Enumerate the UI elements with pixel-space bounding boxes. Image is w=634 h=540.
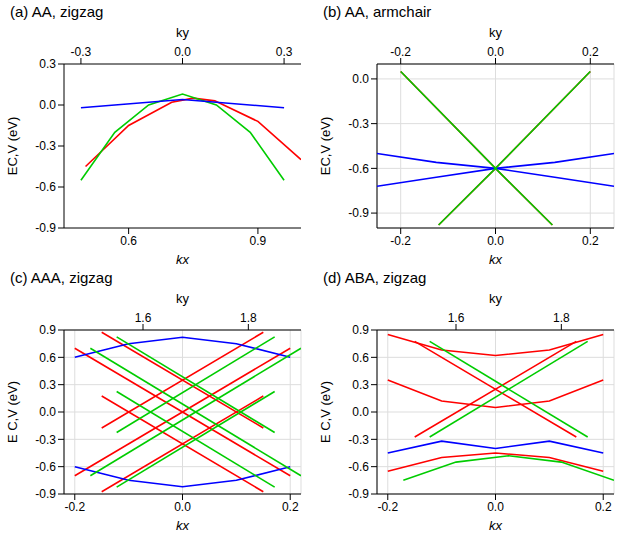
svg-text:0.3: 0.3 <box>39 57 56 71</box>
svg-text:0.0: 0.0 <box>174 500 191 514</box>
svg-text:0.3: 0.3 <box>352 378 369 392</box>
svg-text:-0.3: -0.3 <box>348 433 369 447</box>
svg-text:-0.9: -0.9 <box>348 487 369 501</box>
svg-text:-0.6: -0.6 <box>348 162 369 176</box>
svg-text:-0.2: -0.2 <box>64 500 85 514</box>
svg-text:-0.6: -0.6 <box>348 460 369 474</box>
svg-text:ky: ky <box>489 291 503 306</box>
svg-text:0.0: 0.0 <box>487 45 504 59</box>
svg-text:1.8: 1.8 <box>240 311 257 325</box>
svg-text:EC,V (eV): EC,V (eV) <box>318 117 333 176</box>
svg-text:0.6: 0.6 <box>39 351 56 365</box>
svg-text:0.0: 0.0 <box>487 234 504 248</box>
svg-text:-0.2: -0.2 <box>390 45 411 59</box>
svg-text:0.9: 0.9 <box>39 323 56 337</box>
svg-text:0.0: 0.0 <box>352 72 369 86</box>
svg-text:-0.6: -0.6 <box>35 180 56 194</box>
svg-text:-0.9: -0.9 <box>348 206 369 220</box>
svg-text:-0.6: -0.6 <box>35 460 56 474</box>
svg-text:kx: kx <box>489 252 503 267</box>
svg-text:0.2: 0.2 <box>282 500 299 514</box>
svg-text:0.6: 0.6 <box>120 234 137 248</box>
svg-text:0.6: 0.6 <box>352 351 369 365</box>
svg-text:E C,V (eV): E C,V (eV) <box>318 381 333 443</box>
svg-text:-0.3: -0.3 <box>35 433 56 447</box>
svg-text:1.8: 1.8 <box>553 311 570 325</box>
svg-text:ky: ky <box>176 291 190 306</box>
svg-text:1.6: 1.6 <box>448 311 465 325</box>
html-text:(b) AA, armchair: (b) AA, armchair <box>323 3 432 20</box>
svg-text:-0.2: -0.2 <box>390 234 411 248</box>
svg-text:0.3: 0.3 <box>276 45 293 59</box>
svg-text:-0.3: -0.3 <box>35 139 56 153</box>
svg-text:kx: kx <box>176 252 190 267</box>
svg-text:0.2: 0.2 <box>582 234 599 248</box>
svg-text:ky: ky <box>176 25 190 40</box>
svg-text:-0.9: -0.9 <box>35 487 56 501</box>
html-text:(d) ABA, zigzag: (d) ABA, zigzag <box>323 269 427 286</box>
svg-text:0.0: 0.0 <box>174 45 191 59</box>
svg-text:-0.3: -0.3 <box>348 117 369 131</box>
svg-text:kx: kx <box>489 518 503 533</box>
svg-text:1.6: 1.6 <box>135 311 152 325</box>
html-text:(a) AA, zigzag: (a) AA, zigzag <box>10 3 104 20</box>
svg-text:0.0: 0.0 <box>352 405 369 419</box>
html-text:(c) AAA, zigzag: (c) AAA, zigzag <box>10 269 113 286</box>
svg-text:kx: kx <box>176 518 190 533</box>
svg-text:0.0: 0.0 <box>39 98 56 112</box>
svg-text:0.0: 0.0 <box>487 500 504 514</box>
svg-text:EC,V (eV): EC,V (eV) <box>5 117 20 176</box>
svg-text:-0.3: -0.3 <box>71 45 92 59</box>
svg-text:-0.9: -0.9 <box>35 221 56 235</box>
svg-text:0.9: 0.9 <box>250 234 267 248</box>
svg-text:ky: ky <box>489 25 503 40</box>
svg-text:0.9: 0.9 <box>352 323 369 337</box>
svg-text:-0.2: -0.2 <box>377 500 398 514</box>
svg-text:0.0: 0.0 <box>39 405 56 419</box>
svg-text:E C,V (eV): E C,V (eV) <box>5 381 20 443</box>
svg-text:0.3: 0.3 <box>39 378 56 392</box>
svg-text:0.2: 0.2 <box>595 500 612 514</box>
svg-text:0.2: 0.2 <box>582 45 599 59</box>
